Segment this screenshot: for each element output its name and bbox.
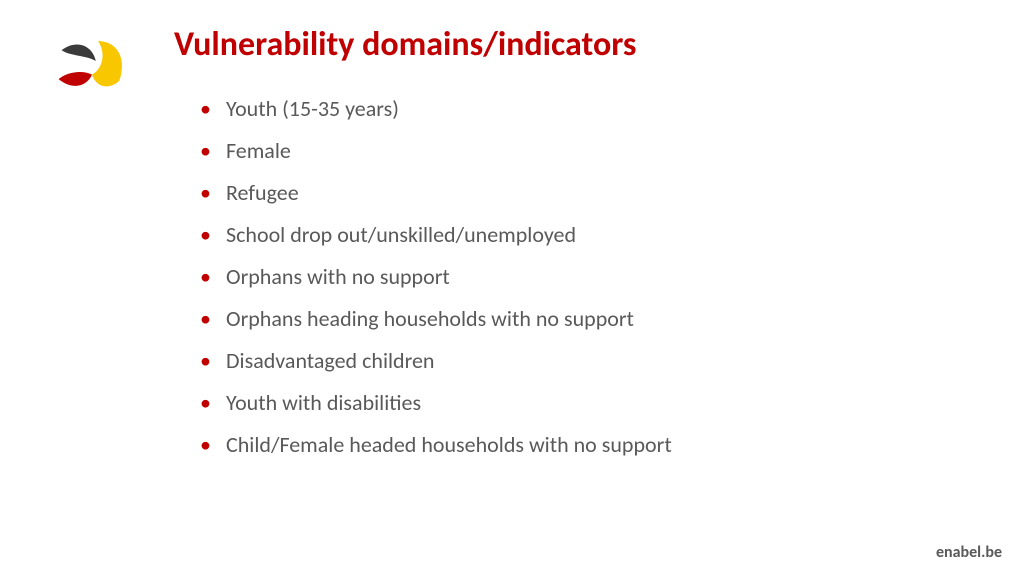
list-item: Orphans heading households with no suppo…: [200, 308, 672, 330]
slide-title: Vulnerability domains/indicators: [174, 24, 637, 65]
bullet-list: Youth (15-35 years) Female Refugee Schoo…: [200, 98, 672, 476]
enabel-logo-icon: [54, 36, 130, 98]
list-item-label: School drop out/unskilled/unemployed: [226, 221, 576, 248]
list-item: School drop out/unskilled/unemployed: [200, 224, 672, 246]
list-item: Youth with disabilities: [200, 392, 672, 414]
list-item-label: Youth with disabilities: [226, 389, 421, 416]
list-item-label: Orphans heading households with no suppo…: [226, 305, 634, 332]
list-item: Refugee: [200, 182, 672, 204]
list-item: Disadvantaged children: [200, 350, 672, 372]
list-item-label: Child/Female headed households with no s…: [226, 431, 672, 458]
list-item-label: Refugee: [226, 179, 299, 206]
list-item-label: Disadvantaged children: [226, 347, 434, 374]
list-item: Orphans with no support: [200, 266, 672, 288]
list-item-label: Female: [226, 137, 291, 164]
list-item: Female: [200, 140, 672, 162]
slide: Vulnerability domains/indicators Youth (…: [0, 0, 1024, 576]
list-item: Child/Female headed households with no s…: [200, 434, 672, 456]
footer-url: enabel.be: [936, 543, 1002, 562]
list-item-label: Youth (15-35 years): [226, 95, 399, 122]
list-item-label: Orphans with no support: [226, 263, 450, 290]
list-item: Youth (15-35 years): [200, 98, 672, 120]
